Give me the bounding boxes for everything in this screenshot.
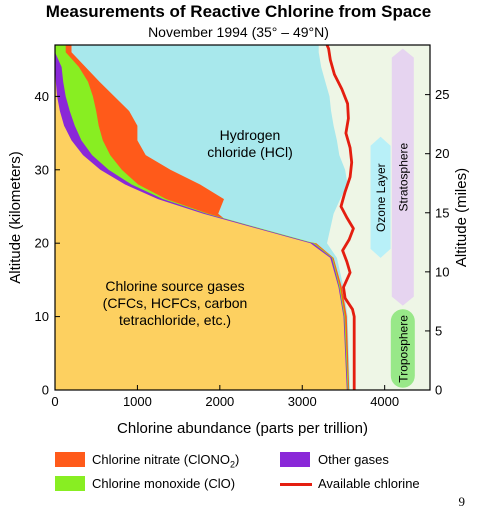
page-number: 9 xyxy=(458,494,466,509)
y-tick-label: 40 xyxy=(35,89,49,104)
plot-area xyxy=(55,45,430,390)
area-source xyxy=(55,45,347,390)
y2-tick-label: 5 xyxy=(435,323,442,338)
y-tick-label: 30 xyxy=(35,162,49,177)
x-tick-label: 4000 xyxy=(370,394,399,409)
troposphere-label: Troposphere xyxy=(396,315,410,383)
legend-label-other: Other gases xyxy=(318,452,389,467)
hcl-label: Hydrogen xyxy=(220,127,281,143)
x-tick-label: 1000 xyxy=(123,394,152,409)
stratosphere-label: Stratosphere xyxy=(396,142,410,211)
legend-label-nitrate: Chlorine nitrate (ClONO2) xyxy=(92,452,239,470)
chart-title: Measurements of Reactive Chlorine from S… xyxy=(45,2,432,21)
y-tick-label: 20 xyxy=(35,236,49,251)
legend-label-nitrate-text: Chlorine nitrate (ClONO xyxy=(92,452,230,467)
y-axis-label: Altitude (kilometers) xyxy=(7,151,24,284)
ozone-layer-label: Ozone Layer xyxy=(374,163,388,232)
x-tick-label: 3000 xyxy=(288,394,317,409)
axes: 0 1000 2000 3000 4000 0 10 20 30 40 0 5 10 15 20 25 Chlo… xyxy=(7,44,470,437)
legend-label-available: Available chlorine xyxy=(318,476,420,491)
legend-label-nitrate-tail: ) xyxy=(235,452,240,467)
stratosphere-marker xyxy=(391,48,414,306)
x-tick-label: 2000 xyxy=(205,394,234,409)
x-tick-label: 0 xyxy=(51,394,58,409)
source-gases-label: Chlorine source gases xyxy=(105,278,244,294)
y2-tick-label: 10 xyxy=(435,264,449,279)
plot-frame xyxy=(54,44,431,391)
y2-axis-label: Altitude (miles) xyxy=(453,168,470,267)
troposphere-marker xyxy=(390,309,415,388)
y-tick-label: 10 xyxy=(35,309,49,324)
legend-swatch-clo xyxy=(55,476,85,491)
hcl-label: chloride (HCl) xyxy=(207,144,293,160)
legend-label-clo: Chlorine monoxide (ClO) xyxy=(92,476,236,491)
ozone-layer-marker xyxy=(370,136,391,258)
available-chlorine-line xyxy=(325,45,356,390)
legend-label-nitrate-sub: 2 xyxy=(230,459,236,470)
y2-tick-label: 20 xyxy=(435,146,449,161)
y2-tick-label: 0 xyxy=(435,383,442,398)
chart-subtitle: November 1994 (35° – 49°N) xyxy=(148,24,329,40)
legend-swatch-other xyxy=(280,452,310,467)
source-gases-label: (CFCs, HCFCs, carbon xyxy=(103,295,248,311)
legend-swatch-nitrate xyxy=(55,452,85,467)
x-axis-label: Chlorine abundance (parts per trillion) xyxy=(117,420,368,437)
y2-tick-label: 25 xyxy=(435,87,449,102)
y2-tick-label: 15 xyxy=(435,205,449,220)
source-gases-label: tetrachloride, etc.) xyxy=(119,312,231,328)
legend-line-available xyxy=(280,483,312,486)
y-tick-label: 0 xyxy=(42,383,49,398)
